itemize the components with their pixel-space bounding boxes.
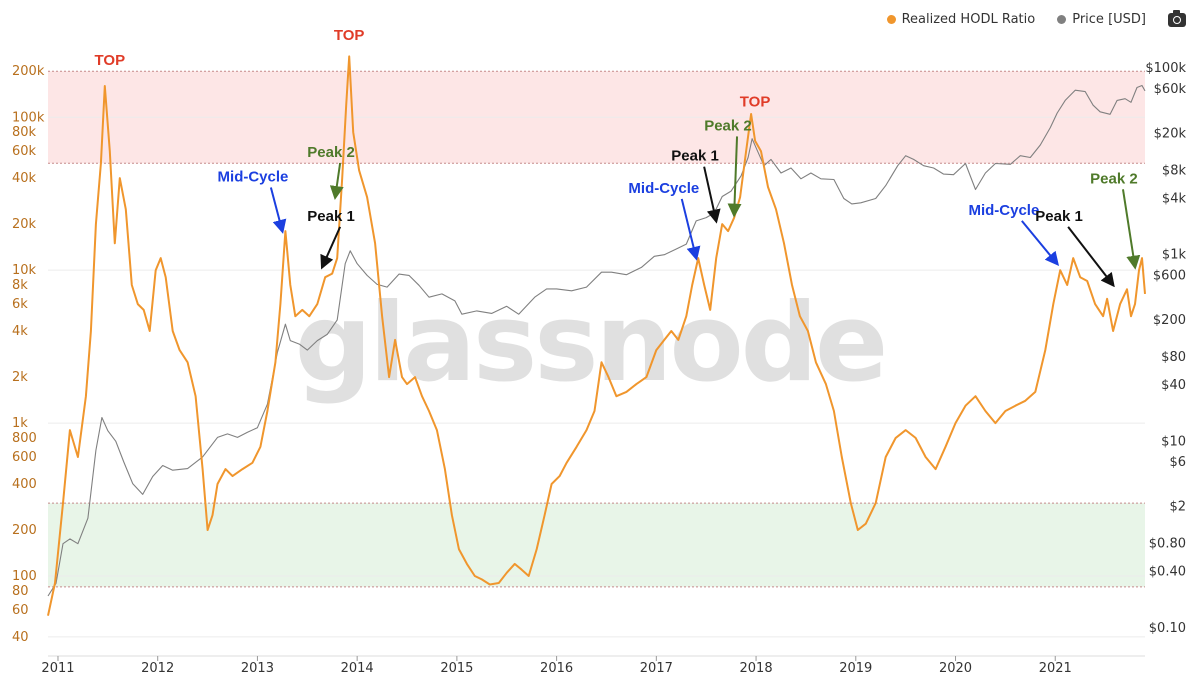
left-tick-label: 4k — [12, 324, 28, 339]
right-tick-label: $6 — [1169, 455, 1186, 470]
x-tick-label: 2020 — [939, 661, 972, 676]
left-tick-label: 80 — [12, 584, 29, 599]
left-tick-label: 100k — [12, 110, 45, 125]
left-tick-label: 10k — [12, 263, 37, 278]
legend-item-price[interactable]: Price [USD] — [1057, 12, 1146, 27]
annotation-mid: Mid-Cycle — [968, 202, 1039, 219]
left-tick-label: 80k — [12, 125, 37, 140]
annotation-arrow-peak2 — [727, 136, 742, 218]
annotation-arrow-peak1 — [1067, 226, 1115, 288]
x-tick-label: 2019 — [839, 661, 872, 676]
annotation-peak1: Peak 1 — [307, 208, 355, 225]
legend-label-price: Price [USD] — [1072, 12, 1146, 27]
annotation-arrow-peak1 — [320, 226, 342, 270]
x-tick-label: 2013 — [241, 661, 274, 676]
left-tick-label: 60k — [12, 144, 37, 159]
right-tick-label: $1k — [1162, 248, 1187, 263]
right-tick-label: $20k — [1154, 126, 1187, 141]
series-line-price — [47, 84, 1146, 597]
right-tick-label: $600 — [1153, 268, 1186, 283]
camera-icon[interactable] — [1168, 9, 1186, 27]
right-tick-label: $8k — [1162, 163, 1187, 178]
right-tick-label: $0.40 — [1149, 565, 1186, 580]
x-tick-label: 2016 — [540, 661, 573, 676]
series-lines — [47, 55, 1146, 616]
left-tick-label: 6k — [12, 297, 28, 312]
legend-dot-price-icon — [1057, 15, 1067, 24]
right-tick-label: $200 — [1153, 313, 1186, 328]
annotation-arrow-mid — [680, 198, 701, 261]
legend-dot-hodl-icon — [886, 15, 896, 24]
x-tick-label: 2011 — [41, 661, 74, 676]
legend-label-hodl: Realized HODL Ratio — [901, 12, 1036, 27]
right-tick-label: $100k — [1145, 61, 1186, 76]
left-tick-label: 100 — [12, 569, 37, 584]
grid-lines — [48, 116, 1145, 657]
annotation-top: TOP — [334, 27, 365, 44]
left-tick-label: 400 — [12, 477, 37, 492]
left-tick-label: 40 — [12, 630, 29, 645]
annotation-top: TOP — [740, 93, 771, 110]
annotation-peak1: Peak 1 — [671, 148, 719, 165]
x-tick-label: 2014 — [341, 661, 374, 676]
left-tick-label: 200 — [12, 523, 37, 538]
annotation-mid: Mid-Cycle — [218, 169, 289, 186]
left-tick-label: 600 — [12, 450, 37, 465]
right-tick-label: $80 — [1161, 350, 1186, 365]
annotation-peak1: Peak 1 — [1035, 208, 1083, 225]
annotation-peak2: Peak 2 — [307, 144, 355, 161]
right-tick-label: $0.80 — [1149, 537, 1186, 552]
left-tick-label: 20k — [12, 217, 37, 232]
annotation-arrow-mid — [269, 187, 287, 234]
series-line-hodl — [47, 55, 1146, 616]
x-tick-label: 2015 — [440, 661, 473, 676]
x-axis: 2011 2012 2013 2014 2015 2016 2017 2018 2019 2020… — [41, 656, 1072, 676]
annotation-top: TOP — [95, 52, 126, 69]
annotation-peak2: Peak 2 — [704, 117, 752, 134]
annotation-arrow-mid — [1021, 220, 1060, 267]
right-tick-label: $10 — [1161, 434, 1186, 449]
right-tick-label: $2 — [1169, 500, 1186, 515]
annotation-arrow-peak2 — [329, 162, 344, 200]
x-tick-label: 2018 — [740, 661, 773, 676]
annotation-mid: Mid-Cycle — [628, 180, 699, 197]
right-axis: $0.10 $0.40 $0.80 $2 $6 $10 $40 $80 $200 $600 $1k $… — [1145, 61, 1186, 636]
annotation-peak2: Peak 2 — [1090, 170, 1138, 187]
right-tick-label: $60k — [1154, 82, 1187, 97]
annotation-arrow-peak1 — [703, 166, 721, 224]
left-tick-label: 60 — [12, 603, 29, 618]
left-tick-label: 8k — [12, 278, 28, 293]
annotation-arrow-peak2 — [1121, 189, 1141, 270]
x-tick-label: 2012 — [141, 661, 174, 676]
band-1 — [48, 503, 1145, 587]
left-tick-label: 200k — [12, 64, 45, 79]
legend: Realized HODL Ratio Price [USD] — [886, 9, 1186, 27]
right-tick-label: $40 — [1161, 378, 1186, 393]
x-tick-label: 2017 — [640, 661, 673, 676]
left-tick-label: 40k — [12, 171, 37, 186]
left-tick-label: 800 — [12, 431, 37, 446]
right-tick-label: $0.10 — [1149, 621, 1186, 636]
legend-item-hodl[interactable]: Realized HODL Ratio — [886, 12, 1036, 27]
x-tick-label: 2021 — [1039, 661, 1072, 676]
right-tick-label: $4k — [1162, 192, 1187, 207]
left-tick-label: 2k — [12, 370, 28, 385]
left-tick-label: 1k — [12, 416, 28, 431]
